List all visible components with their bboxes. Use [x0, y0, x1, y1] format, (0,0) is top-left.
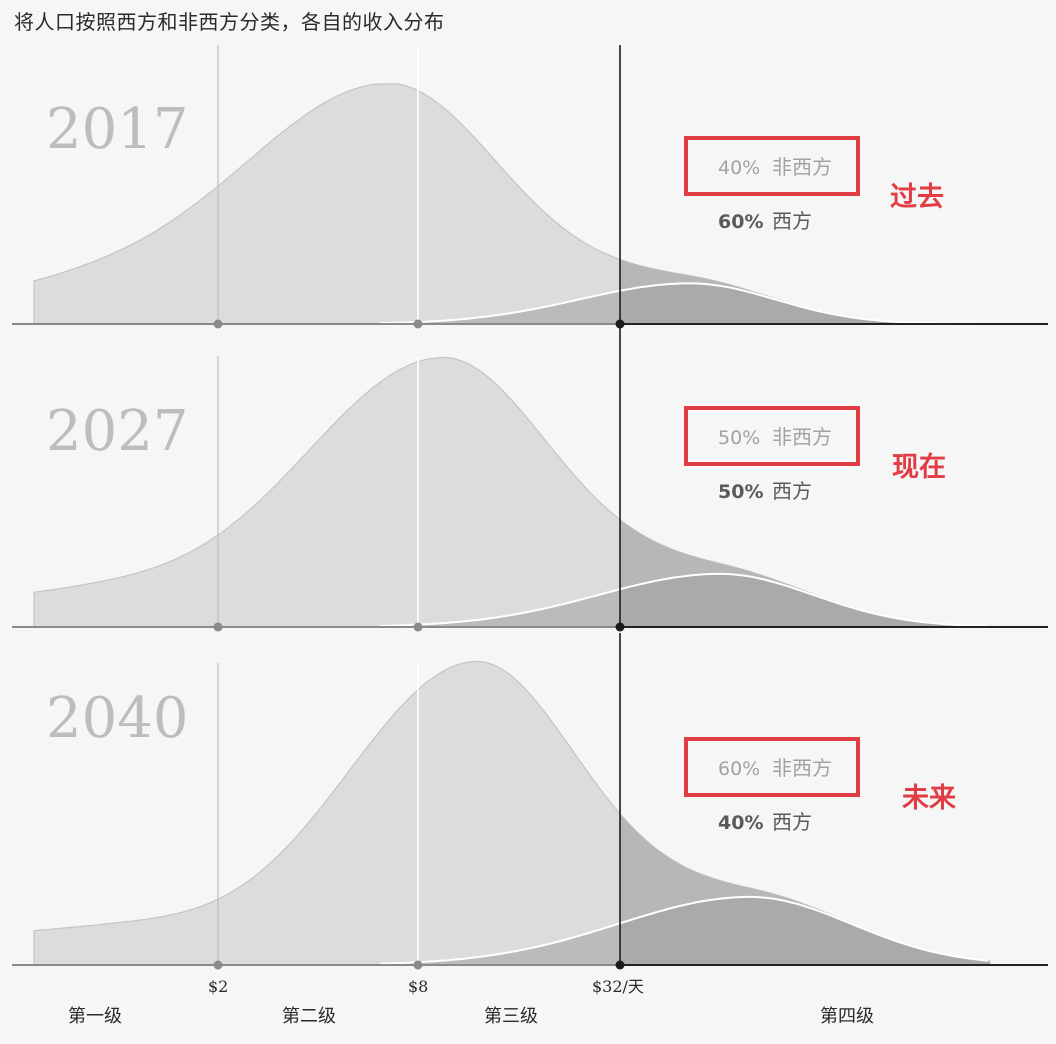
tick-marker: [413, 622, 423, 632]
tick-marker: [413, 319, 423, 329]
year-label: 2040: [46, 686, 189, 751]
period-annotation: 过去: [890, 182, 944, 213]
income-level-label: 第四级: [820, 1006, 874, 1027]
western-share: 60%: [718, 211, 763, 233]
non-western-share: 60%: [718, 758, 760, 780]
x-tick-label: $2: [208, 977, 228, 996]
western-area: [380, 283, 990, 324]
tick-marker: [615, 960, 625, 970]
highlight-box: [684, 136, 860, 196]
figure-title: 将人口按照西方和非西方分类，各自的收入分布: [14, 10, 445, 34]
tick-marker: [213, 622, 223, 632]
income-level-label: 第二级: [282, 1006, 336, 1027]
tick-marker: [615, 622, 625, 632]
western-name: 西方: [772, 209, 812, 233]
chart-panel-2017: 2017 40% 非西方 60% 西方 过去: [12, 45, 1048, 329]
non-western-name: 非西方: [772, 155, 832, 179]
western-curve: [379, 895, 989, 965]
non-western-name: 非西方: [772, 756, 832, 780]
year-label: 2027: [46, 399, 189, 464]
highlight-box: [684, 737, 860, 797]
western-area: [380, 573, 990, 627]
income-level-label: 第三级: [484, 1006, 538, 1027]
western-name: 西方: [772, 479, 812, 503]
tick-marker: [213, 319, 223, 329]
western-curve: [379, 572, 989, 628]
non-western-share: 40%: [718, 157, 760, 179]
income-level-label: 第一级: [68, 1006, 122, 1027]
tick-marker: [213, 960, 223, 970]
western-name: 西方: [772, 810, 812, 834]
western-share: 40%: [718, 812, 763, 834]
period-annotation: 现在: [892, 452, 946, 483]
tick-marker: [615, 319, 625, 329]
period-annotation: 未来: [902, 783, 956, 814]
western-share: 50%: [718, 481, 763, 503]
non-western-name: 非西方: [772, 425, 832, 449]
highlight-box: [684, 406, 860, 466]
x-tick-label: $8: [408, 977, 428, 996]
x-tick-label: $32/天: [592, 977, 644, 996]
chart-panel-2027: 2027 50% 非西方 50% 西方 现在: [12, 326, 1048, 632]
year-label: 2017: [46, 97, 189, 162]
non-western-area: [33, 356, 991, 628]
non-western-share: 50%: [718, 427, 760, 449]
western-curve: [379, 282, 988, 325]
tick-marker: [413, 960, 423, 970]
chart-panel-2040: 2040 60% 非西方 40% 西方 未来: [12, 633, 1048, 970]
